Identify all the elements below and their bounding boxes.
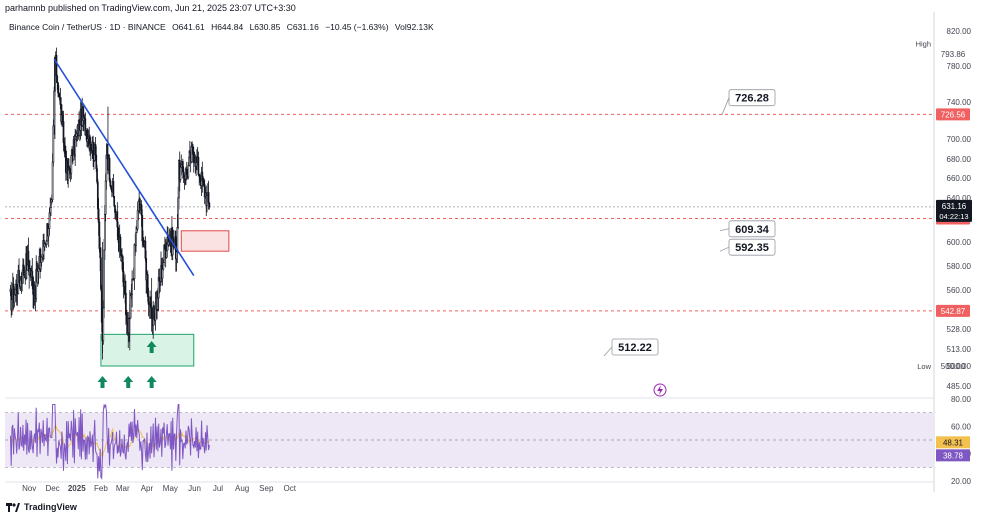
y-tick-label: 513.00 [947,345,972,354]
up-arrow-icon [146,376,157,388]
candle-up [51,161,54,201]
high-badge [936,47,970,60]
callout-box [611,338,659,356]
up-arrow-icon [123,376,134,388]
rsi-line [10,404,210,480]
callout-label: 609.34 [735,224,770,236]
ohlc-close: C631.16 [286,22,319,32]
last-price-value: 631.16 [942,202,967,211]
y-tick-label: 640.00 [947,194,972,203]
resistance-zone-box [180,230,230,252]
ohlc-high: H644.84 [211,22,244,32]
candle-down [108,157,111,181]
ohlc-change: −10.45 (−1.63%) [325,22,389,32]
callout-label: 512.22 [618,342,652,354]
ohlc-low: L630.85 [249,22,281,32]
candle-down [197,157,200,175]
x-tick-label: Dec [45,484,59,493]
y-tick-label: 660.00 [947,174,972,183]
x-tick-label: Apr [141,484,154,493]
callout-leader [719,228,730,232]
x-tick-label: Jul [213,484,223,493]
up-arrow-icon [146,341,157,353]
bar-countdown: 04:22:13 [939,212,968,221]
level-badge-label: 542.87 [941,307,966,316]
last-price-badge [936,199,972,222]
x-tick-label: Aug [235,484,249,493]
lightning-icon-glyph [657,385,663,395]
rsi-ma-badge [936,436,970,449]
candle-up [187,165,190,178]
tradingview-brand[interactable]: TradingView [6,502,77,512]
level-badge [936,304,970,317]
x-tick-label: Feb [94,484,108,493]
callout-box [728,89,776,107]
x-tick-label: May [163,484,178,493]
symbol-name[interactable]: Binance Coin / TetherUS · 1D · BINANCE [9,22,166,32]
brand-label: TradingView [24,502,77,512]
candle-up [135,232,137,246]
tradingview-logo-icon [6,502,20,512]
callout-leader [603,346,613,357]
level-badge-label: 726.56 [941,110,966,119]
y-tick-label: 485.00 [947,382,972,391]
callout-label: 726.28 [735,93,769,105]
callout-box [728,220,776,238]
published-by-text: parhamnb published on TradingView.com, J… [5,3,296,13]
y-tick-label: 528.00 [947,325,972,334]
rsi-value: 38.78 [943,451,964,460]
x-tick-label: Mar [116,484,130,493]
high-label: High [916,39,931,48]
callout-leader [721,97,730,115]
y-tick-label: 500.00 [947,362,972,371]
candle-down [208,202,211,208]
high-value: 793.86 [941,50,966,59]
rsi-y-tick-label: 20.00 [951,477,972,486]
low-value: 500.00 [941,362,966,371]
candle-down [119,236,122,251]
callout-label: 592.35 [735,242,769,254]
candle-down [56,75,59,84]
x-tick-label: Oct [283,484,296,493]
rsi-value-badge [936,449,970,462]
rsi-y-tick-label: 60.00 [951,422,972,431]
y-tick-label: 580.00 [947,262,972,271]
candle-down [207,192,210,204]
up-arrow-icon [97,376,108,388]
candle-down [100,257,102,290]
callout-leader [719,246,730,252]
ohlc-open: O641.61 [172,22,205,32]
x-tick-label: Sep [259,484,274,493]
y-tick-label: 600.00 [947,238,972,247]
rsi-y-tick-label: 80.00 [951,395,972,404]
level-badge [936,108,970,121]
y-tick-label: 820.00 [947,27,972,36]
y-tick-label: 560.00 [947,286,972,295]
symbol-legend: Binance Coin / TetherUS · 1D · BINANCE O… [9,22,438,32]
x-tick-label: 2025 [68,484,86,493]
y-tick-label: 740.00 [947,98,972,107]
y-tick-label: 680.00 [947,155,972,164]
support-zone-box [100,333,195,367]
callout-box [728,238,776,256]
x-tick-label: Nov [22,484,36,493]
y-tick-label: 780.00 [947,62,972,71]
low-label: Low [917,362,931,371]
candle-down [55,54,58,77]
x-tick-label: Jun [188,484,201,493]
descending-trendline [53,58,195,277]
y-tick-label: 700.00 [947,135,972,144]
candle-down [113,196,116,206]
volume-value: Vol92.13K [394,22,434,32]
rsi-ma-value: 48.31 [943,438,964,447]
candle-down [112,181,115,197]
